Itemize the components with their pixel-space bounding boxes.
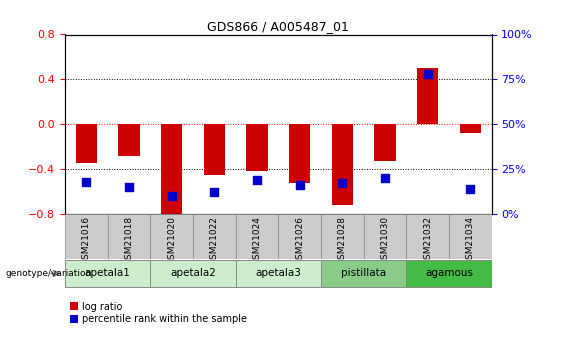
Point [295,183,304,188]
Text: GSM21022: GSM21022 [210,216,219,265]
Bar [449,214,492,259]
Text: GSM21016: GSM21016 [82,216,91,265]
Text: genotype/variation: genotype/variation [6,269,92,278]
Text: agamous: agamous [425,268,473,278]
Bar [65,214,107,259]
Legend: log ratio, percentile rank within the sample: log ratio, percentile rank within the sa… [70,302,247,325]
Bar [289,124,310,183]
Point [124,184,133,190]
Text: apetala1: apetala1 [85,268,131,278]
Text: GSM21030: GSM21030 [380,216,389,265]
Text: GSM21018: GSM21018 [124,216,133,265]
Bar [332,124,353,205]
Bar [236,260,321,287]
Text: GSM21024: GSM21024 [253,216,262,265]
Text: GSM21026: GSM21026 [295,216,304,265]
Text: pistillata: pistillata [341,268,386,278]
Bar [321,260,406,287]
Bar [118,124,140,156]
Bar [150,214,193,259]
Point [466,186,475,191]
Point [253,177,262,183]
Text: GSM21028: GSM21028 [338,216,347,265]
Point [210,190,219,195]
Text: apetala3: apetala3 [255,268,301,278]
Bar [150,260,236,287]
Bar [364,214,406,259]
Bar [76,124,97,164]
Bar [161,124,182,216]
Bar [107,214,150,259]
Bar [374,124,396,161]
Bar [406,260,492,287]
Bar [417,68,438,124]
Bar [406,214,449,259]
Text: apetala2: apetala2 [170,268,216,278]
Point [82,179,91,184]
Bar [279,214,321,259]
Point [423,71,432,77]
Text: GSM21020: GSM21020 [167,216,176,265]
Text: GSM21032: GSM21032 [423,216,432,265]
Bar [193,214,236,259]
Text: GSM21034: GSM21034 [466,216,475,265]
Bar [236,214,278,259]
Bar [246,124,268,171]
Point [380,175,389,181]
Point [167,193,176,199]
Bar [203,124,225,175]
Bar [321,214,364,259]
Bar [65,260,150,287]
Bar [459,124,481,133]
Point [338,181,347,186]
Title: GDS866 / A005487_01: GDS866 / A005487_01 [207,20,349,33]
